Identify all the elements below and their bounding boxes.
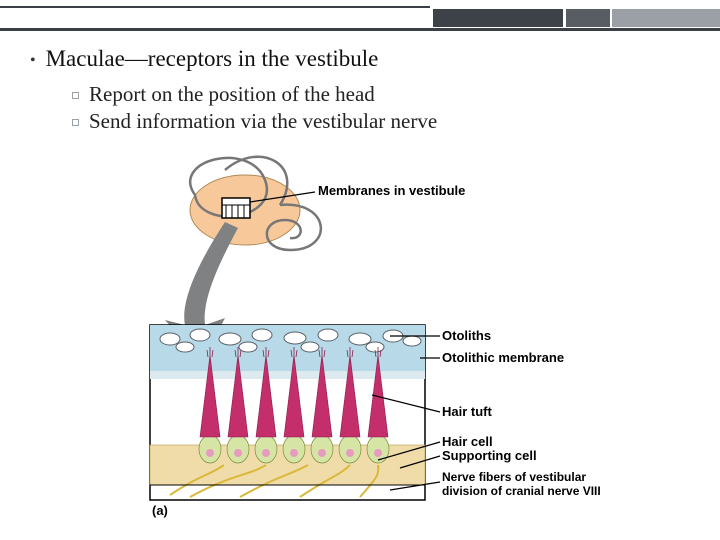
top-decor-box [433, 9, 563, 27]
bullet-main-text: Maculae—receptors in the vestibule [46, 46, 379, 72]
slide: • Maculae—receptors in the vestibule Rep… [0, 0, 720, 540]
sub-bullets: Report on the position of the head Send … [72, 82, 690, 134]
bullet-main: • Maculae—receptors in the vestibule [30, 46, 690, 76]
bullet-sub-text: Send information via the vestibular nerv… [89, 109, 437, 134]
label-nerve-line2: division of cranial nerve VIII [442, 484, 601, 498]
macula-cross-section [150, 325, 425, 500]
label-hair-tuft: Hair tuft [442, 404, 492, 419]
bullet-sub: Report on the position of the head [72, 82, 690, 107]
square-bullet-icon [72, 92, 79, 99]
bullet-sub-text: Report on the position of the head [89, 82, 375, 107]
top-decor-bar [0, 0, 720, 28]
top-rule-short [0, 6, 430, 8]
label-supporting-cell: Supporting cell [442, 448, 537, 463]
top-decor-box [566, 9, 610, 27]
square-bullet-icon [72, 119, 79, 126]
diagram-svg: (a) [130, 150, 600, 520]
anatomy-diagram: (a) Membranes in vestibule Otoliths Otol… [130, 150, 600, 520]
label-hair-cell: Hair cell [442, 434, 493, 449]
top-decor-box [612, 9, 720, 27]
top-rule-long [0, 28, 720, 31]
bullet-dot-icon: • [30, 46, 36, 76]
bullet-sub: Send information via the vestibular nerv… [72, 109, 690, 134]
label-nerve-line1: Nerve fibers of vestibular [442, 470, 586, 484]
slide-content: • Maculae—receptors in the vestibule Rep… [30, 46, 690, 136]
label-otolithic-membrane: Otolithic membrane [442, 350, 564, 365]
label-otoliths: Otoliths [442, 328, 491, 343]
label-membranes: Membranes in vestibule [318, 183, 465, 198]
inner-ear-icon [190, 157, 321, 250]
figure-tag: (a) [152, 503, 168, 518]
